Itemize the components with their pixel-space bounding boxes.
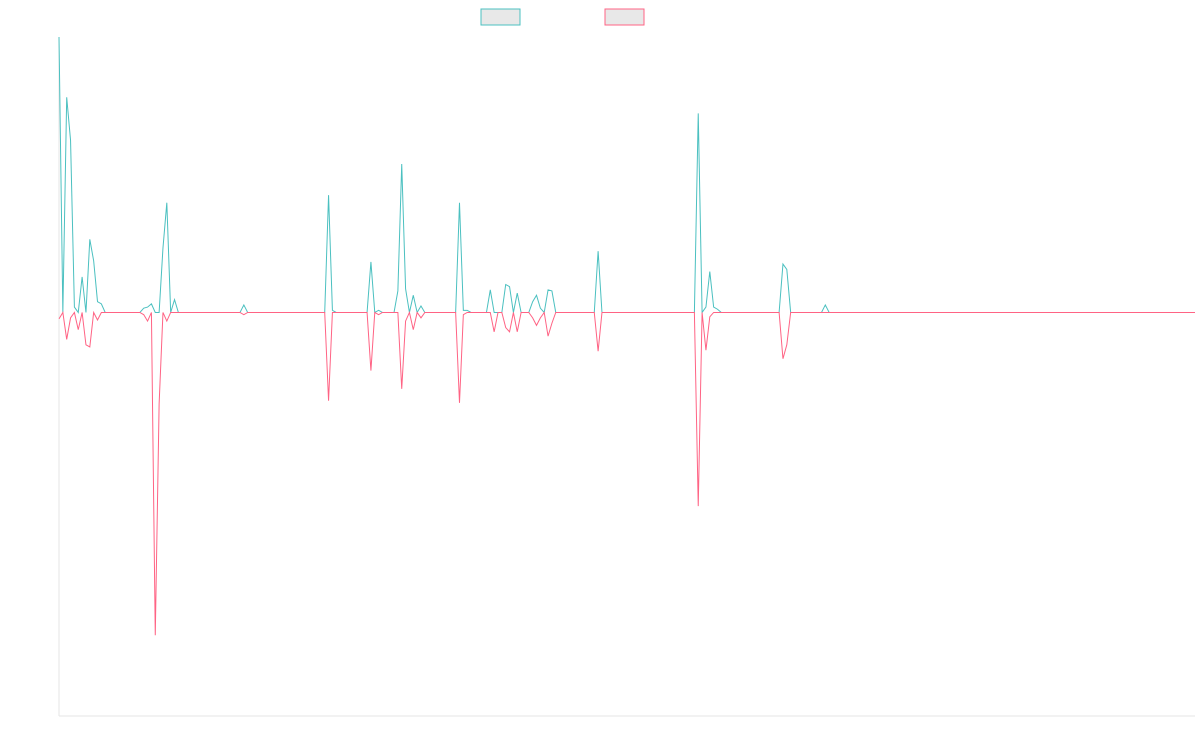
series-line-1 (58, 36, 1195, 314)
series-line-2 (58, 310, 1195, 636)
legend-swatch-1[interactable] (480, 8, 521, 26)
series-layer (58, 36, 1195, 636)
legend (480, 8, 645, 26)
axes (58, 37, 1195, 717)
legend-swatch-2[interactable] (604, 8, 645, 26)
